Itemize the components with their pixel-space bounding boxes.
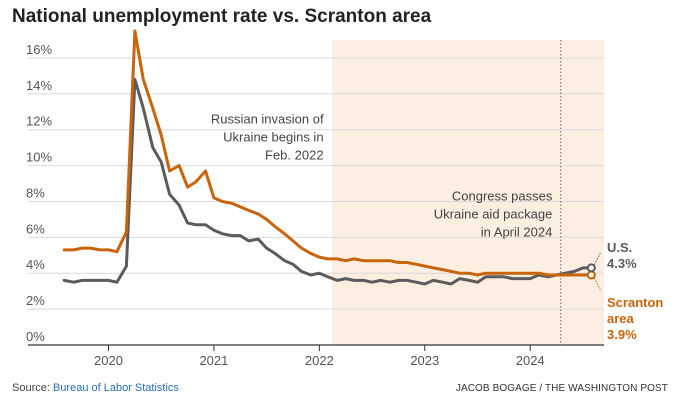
us-end-label: 4.3% [607,256,637,271]
y-tick-label: 10% [26,150,52,165]
shaded-period [332,40,604,345]
chart-annotation-line: Ukraine aid package [434,207,553,222]
chart-title: National unemployment rate vs. Scranton … [12,6,432,27]
y-tick-label: 14% [26,78,52,93]
chart-annotation-line: Feb. 2022 [265,147,324,162]
scranton-end-label: area [607,311,635,326]
us-end-marker [586,263,596,273]
chart-footer: Source: Bureau of Labor Statistics JACOB… [12,382,668,394]
x-tick-label: 2023 [410,353,439,368]
y-tick-label: 4% [26,257,45,272]
y-tick-label: 2% [26,293,45,308]
us-label-leader [593,252,601,266]
y-tick-label: 6% [26,221,45,236]
scranton-series-line [62,29,593,277]
source-link[interactable]: Bureau of Labor Statistics [52,382,179,394]
x-tick-label: 2024 [516,353,545,368]
scranton-end-marker [586,270,596,280]
us-series-line [62,78,593,286]
chart-annotation-line: Russian invasion of [211,111,324,126]
chart-annotation-line: Ukraine begins in [223,129,323,144]
chart-annotation-line: Congress passes [452,189,553,204]
y-tick-label: 0% [26,329,45,344]
chart-annotation-line: in April 2024 [481,225,553,240]
x-tick-label: 2021 [199,353,228,368]
y-tick-label: 16% [26,42,52,57]
scranton-end-label: 3.9% [607,327,637,342]
y-tick-label: 12% [26,114,52,129]
us-end-label: U.S. [607,240,632,255]
scranton-label-leader [593,277,601,291]
scranton-end-label: Scranton [607,295,663,310]
x-tick-label: 2022 [305,353,334,368]
y-tick-label: 8% [26,185,45,200]
source-prefix: Source: [12,382,53,394]
credit-line: JACOB BOGAGE / THE WASHINGTON POST [455,383,668,394]
x-tick-label: 2020 [94,353,123,368]
